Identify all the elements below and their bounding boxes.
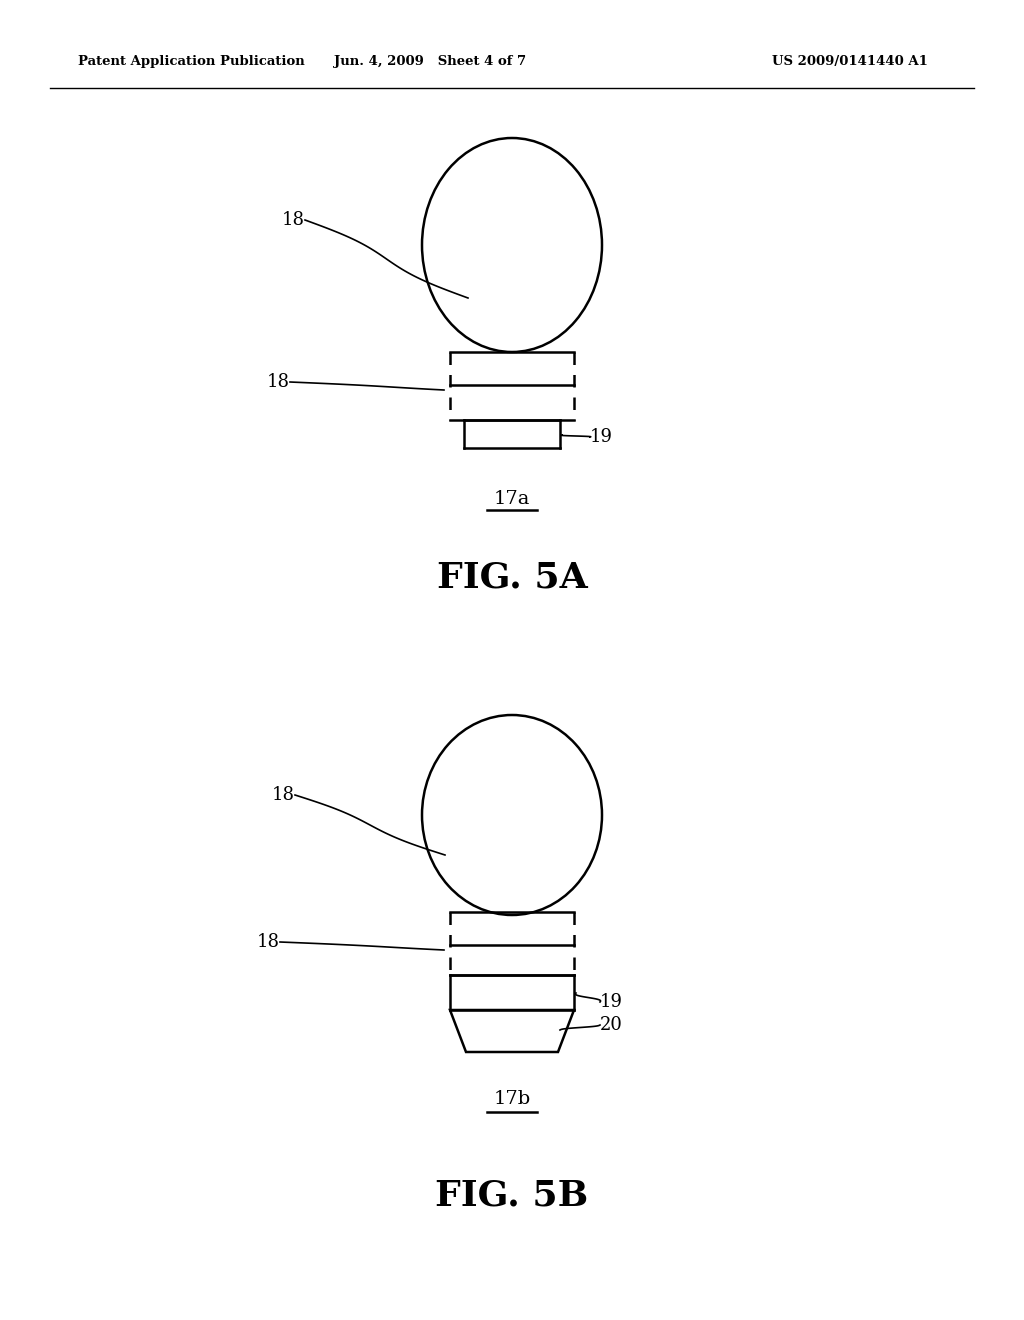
Text: Jun. 4, 2009   Sheet 4 of 7: Jun. 4, 2009 Sheet 4 of 7 (334, 55, 526, 69)
Text: 17b: 17b (494, 1090, 530, 1107)
Text: 19: 19 (600, 993, 623, 1011)
Text: 18: 18 (272, 785, 295, 804)
Text: Patent Application Publication: Patent Application Publication (78, 55, 305, 69)
Text: 20: 20 (600, 1016, 623, 1034)
Text: US 2009/0141440 A1: US 2009/0141440 A1 (772, 55, 928, 69)
Text: FIG. 5B: FIG. 5B (435, 1177, 589, 1212)
Text: 18: 18 (282, 211, 305, 228)
Text: 17a: 17a (494, 490, 530, 508)
Text: FIG. 5A: FIG. 5A (436, 560, 588, 594)
Text: 18: 18 (257, 933, 280, 950)
Text: 19: 19 (590, 428, 613, 446)
Text: 18: 18 (267, 374, 290, 391)
